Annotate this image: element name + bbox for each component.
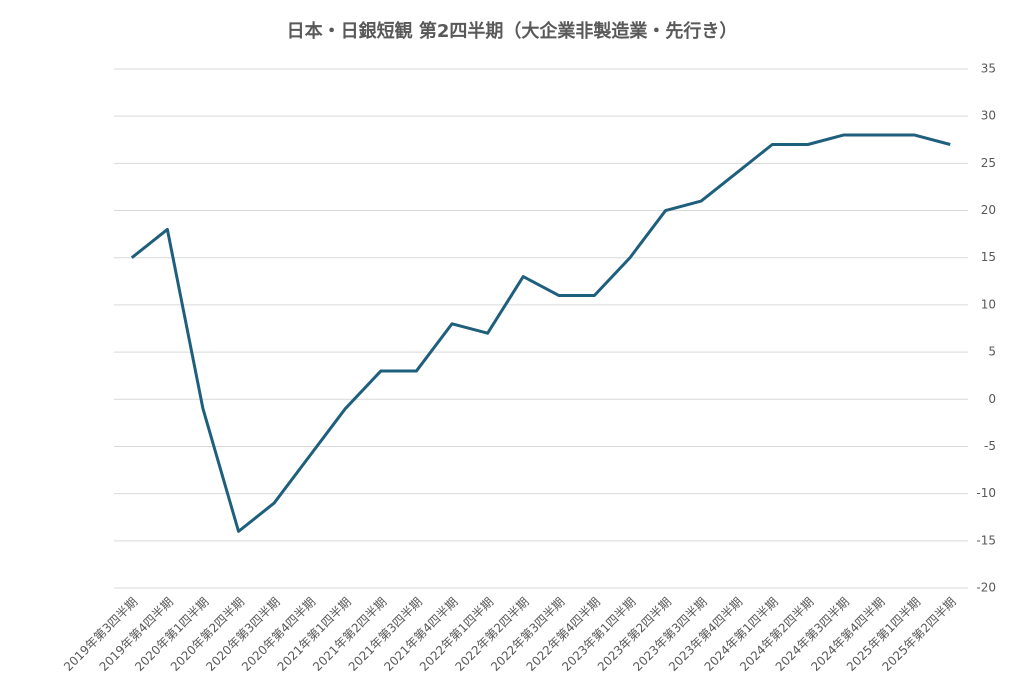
y-tick-label: 20: [981, 203, 996, 217]
y-tick-label: -5: [984, 439, 996, 453]
y-tick-label: 15: [981, 250, 996, 264]
y-tick-label: 10: [981, 297, 996, 311]
y-tick-label: 35: [981, 62, 996, 76]
y-tick-label: -10: [976, 486, 996, 500]
y-tick-label: 25: [981, 156, 996, 170]
y-tick-label: 0: [988, 392, 996, 406]
y-tick-label: -20: [976, 581, 996, 595]
y-tick-label: 5: [988, 345, 996, 359]
chart-title: 日本・日銀短観 第2四半期（大企業非製造業・先行き）: [287, 20, 738, 42]
y-tick-label: 30: [981, 109, 996, 123]
y-tick-label: -15: [976, 533, 996, 547]
data-line: [130, 133, 951, 533]
